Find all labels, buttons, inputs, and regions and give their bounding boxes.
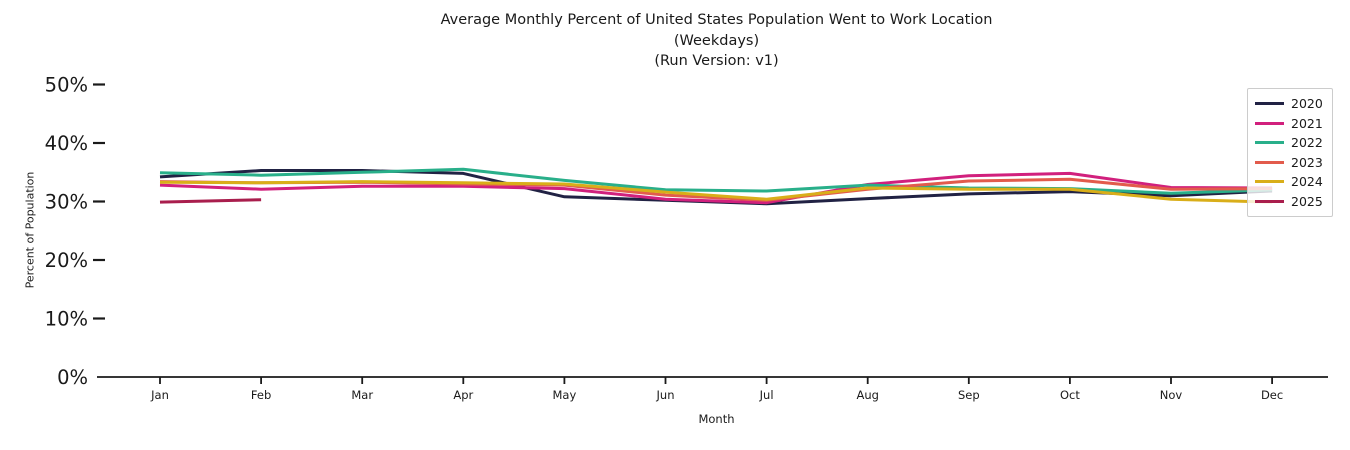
legend-swatch [1255,141,1284,145]
legend-label: 2024 [1291,174,1323,190]
legend-entry-2021: 2021 [1255,114,1323,134]
legend-entry-2023: 2023 [1255,153,1323,173]
chart-title-line-2: (Weekdays) [673,32,760,49]
legend-entry-2025: 2025 [1255,192,1323,212]
chart-title: Average Monthly Percent of United States… [105,10,1328,72]
legend: 2020 2021 2022 2023 2024 2025 [1247,88,1333,217]
legend-swatch [1255,102,1284,106]
legend-label: 2025 [1291,193,1323,209]
legend-entry-2024: 2024 [1255,172,1323,192]
legend-swatch [1255,199,1284,203]
y-tick-label: 10% [45,308,88,331]
legend-entry-2022: 2022 [1255,133,1323,153]
y-axis-label: Percent of Population [23,171,37,289]
x-tick-label: Mar [351,388,373,402]
legend-label: 2022 [1291,135,1323,151]
legend-swatch [1255,180,1284,184]
y-tick-label: 20% [45,249,88,272]
x-tick-label: Jul [759,388,774,402]
x-tick-label: Oct [1060,388,1080,402]
x-tick-label: Feb [251,388,271,402]
x-tick-label: Apr [453,388,473,402]
series-line-2025 [159,198,262,204]
y-tick-label: 40% [45,132,88,155]
series-line-2024 [159,180,1273,204]
legend-label: 2021 [1291,115,1323,131]
legend-entry-2020: 2020 [1255,94,1323,114]
legend-swatch [1255,160,1284,164]
x-tick-label: Nov [1160,388,1183,402]
x-tick-label: May [553,388,577,402]
x-axis-label: Month [698,412,735,426]
y-tick-label: 50% [45,74,88,97]
legend-swatch [1255,121,1284,125]
x-tick-label: Sep [958,388,980,402]
x-tick-label: Dec [1261,388,1283,402]
legend-label: 2020 [1291,96,1323,112]
y-tick-label: 0% [57,366,88,389]
series-line-2021 [159,171,1273,205]
legend-label: 2023 [1291,154,1323,170]
y-tick-label: 30% [45,191,88,214]
x-tick-label: Aug [856,388,878,402]
x-tick-label: Jan [150,388,169,402]
x-tick-label: Jun [656,388,675,402]
chart-title-line-1: Average Monthly Percent of United States… [440,12,993,28]
chart-title-line-3: (Run Version: v1) [654,53,779,69]
